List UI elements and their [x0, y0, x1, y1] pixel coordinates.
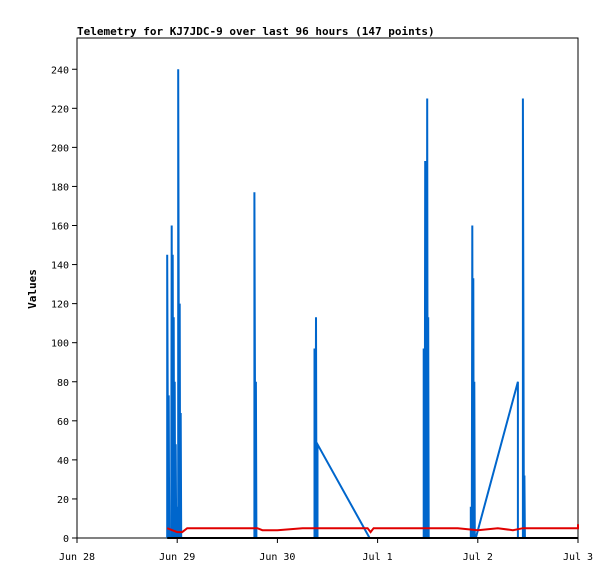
y-tick-label: 240: [51, 65, 69, 76]
y-tick-label: 120: [51, 300, 69, 311]
y-axis-label: Values: [26, 269, 39, 309]
y-tick-label: 80: [57, 378, 69, 389]
x-tick-label: Jul 3: [563, 552, 593, 563]
x-tick-label: Jul 2: [463, 552, 493, 563]
x-tick-label: Jun 30: [259, 552, 295, 563]
y-tick-label: 220: [51, 104, 69, 115]
y-axis: 0 20 40 60 80 100 120 140 160 180 200 220 240: [51, 65, 77, 545]
y-tick-label: 60: [57, 417, 69, 428]
y-tick-label: 140: [51, 261, 69, 272]
x-tick-label: Jun 29: [159, 552, 195, 563]
series-layer: [166, 69, 579, 539]
series-red-line: [166, 524, 579, 534]
y-tick-label: 160: [51, 222, 69, 233]
y-tick-label: 180: [51, 182, 69, 193]
chart-title: Telemetry for KJ7JDC-9 over last 96 hour…: [77, 25, 435, 38]
x-tick-label: Jun 28: [59, 552, 95, 563]
x-axis: Jun 28 Jun 29 Jun 30 Jul 1 Jul 2 Jul 3: [59, 538, 593, 563]
y-tick-label: 200: [51, 143, 69, 154]
x-tick-label: Jul 1: [363, 552, 393, 563]
y-tick-label: 100: [51, 339, 69, 350]
y-tick-label: 20: [57, 495, 69, 506]
y-tick-label: 0: [63, 534, 69, 545]
series-blue-line: [166, 69, 526, 539]
y-tick-label: 40: [57, 456, 69, 467]
